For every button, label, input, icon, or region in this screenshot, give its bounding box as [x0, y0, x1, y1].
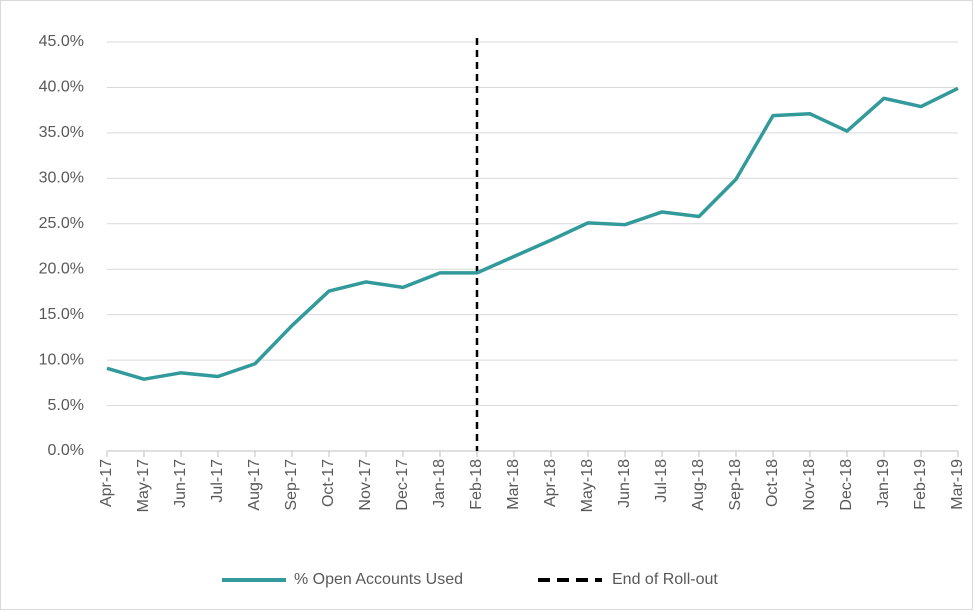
x-tick-label: Sep-18	[727, 459, 744, 511]
legend-label: End of Roll-out	[612, 571, 718, 588]
x-tick-label: Oct-17	[320, 459, 337, 507]
y-tick-label: 15.0%	[39, 306, 84, 323]
y-tick-label: 20.0%	[39, 260, 84, 277]
y-tick-label: 45.0%	[39, 33, 84, 50]
x-tick-label: May-17	[135, 459, 152, 512]
x-tick-label: Apr-17	[98, 459, 115, 507]
x-tick-label: Jan-19	[875, 459, 892, 508]
x-tick-label: Jun-17	[172, 459, 189, 508]
x-tick-label: Nov-17	[357, 459, 374, 511]
y-tick-label: 5.0%	[48, 397, 84, 414]
x-tick-label: Jul-18	[653, 459, 670, 503]
y-tick-label: 25.0%	[39, 215, 84, 232]
x-tick-label: Aug-17	[246, 459, 263, 511]
x-tick-label: Feb-18	[468, 459, 485, 510]
y-tick-label: 10.0%	[39, 351, 84, 368]
y-tick-label: 35.0%	[39, 124, 84, 141]
x-tick-label: Apr-18	[542, 459, 559, 507]
y-tick-label: 40.0%	[39, 79, 84, 96]
y-tick-label: 30.0%	[39, 170, 84, 187]
x-tick-label: Mar-18	[505, 459, 522, 510]
x-tick-label: Nov-18	[801, 459, 818, 511]
x-tick-label: May-18	[579, 459, 596, 512]
x-tick-label: Dec-18	[838, 459, 855, 511]
x-tick-label: Feb-19	[912, 459, 929, 510]
x-tick-label: Jun-18	[616, 459, 633, 508]
x-tick-label: Dec-17	[394, 459, 411, 511]
data-line	[106, 86, 959, 381]
x-tick-label: Oct-18	[764, 459, 781, 507]
x-tick-label: Jul-17	[209, 459, 226, 503]
x-tick-label: Aug-18	[690, 459, 707, 511]
x-tick-label: Jan-18	[431, 459, 448, 508]
legend-label: % Open Accounts Used	[294, 571, 463, 588]
x-tick-label: Sep-17	[283, 459, 300, 511]
y-tick-label: 0.0%	[48, 442, 84, 459]
x-tick-label: Mar-19	[949, 459, 966, 510]
